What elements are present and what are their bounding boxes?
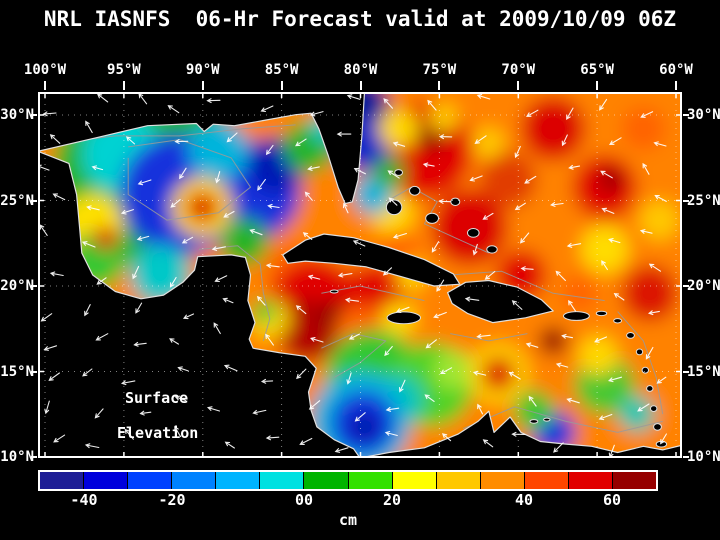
lat-label-right: 15°N (687, 363, 720, 380)
colorbar-tick-label: -20 (158, 491, 186, 509)
lat-label-right: 20°N (687, 278, 720, 294)
map-label-elevation: Elevation (117, 424, 199, 442)
colorbar-cell (84, 472, 129, 489)
lat-tick (31, 456, 37, 458)
colorbar-cell (436, 472, 481, 489)
map-plot: Surface Elevation (38, 92, 682, 458)
land-masses (38, 92, 682, 458)
colorbar-cell (216, 472, 261, 489)
colorbar-tick-label: 60 (602, 491, 622, 509)
plot-frame (38, 92, 682, 458)
colorbar-cell (260, 472, 305, 489)
colorbar-tick-label: 00 (294, 491, 314, 509)
lat-label-left: 25°N (0, 192, 34, 209)
lat-tick (31, 285, 37, 287)
colorbar-tick-label: 20 (382, 491, 401, 509)
lat-label-left: 30°N (0, 107, 34, 123)
colorbar-cell (172, 472, 217, 489)
lat-label-left: 20°N (0, 278, 34, 294)
lon-tick (359, 81, 362, 90)
lon-label: 95°W (107, 62, 141, 78)
colorbar-tick-label: 40 (514, 491, 534, 509)
map-label-surface: Surface (125, 389, 189, 407)
lon-tick (122, 81, 125, 90)
lon-tick (44, 81, 46, 90)
colorbar-cell (392, 472, 437, 489)
colorbar-unit: cm (338, 511, 358, 529)
lon-label: 60°W (659, 62, 693, 78)
colorbar-tick-label: -40 (70, 491, 98, 509)
lat-tick (683, 456, 689, 458)
colorbar-cell (128, 472, 173, 489)
figure-title: NRL IASNFS 06-Hr Forecast valid at 2009/… (43, 7, 677, 31)
colorbar-cell (613, 472, 657, 489)
lon-tick (517, 81, 520, 90)
lat-tick (683, 199, 689, 202)
lon-tick (280, 81, 283, 90)
lon-tick (201, 81, 204, 90)
colorbar-cell (348, 472, 393, 489)
colorbar-cell (304, 472, 349, 489)
lat-tick (683, 370, 689, 373)
colorbar-cell (524, 472, 569, 489)
lat-tick (31, 370, 37, 373)
lat-tick (31, 199, 37, 202)
lat-label-right: 10°N (687, 449, 720, 465)
colorbar-cell (40, 472, 85, 489)
lat-tick (683, 285, 689, 287)
lon-label: 90°W (185, 62, 220, 78)
colorbar-cell (568, 472, 614, 489)
lon-label: 65°W (580, 62, 614, 78)
lon-tick (596, 81, 599, 90)
lon-label: 100°W (23, 62, 67, 78)
colorbar-cell (480, 472, 525, 489)
lon-label: 70°W (501, 62, 536, 78)
lat-tick (31, 114, 37, 116)
lon-label: 85°W (264, 62, 299, 78)
surface-elevation-map (38, 92, 682, 458)
graticule (38, 92, 682, 458)
lat-label-left: 10°N (0, 449, 34, 465)
lat-label-left: 15°N (0, 363, 34, 380)
lat-label-right: 30°N (687, 107, 720, 123)
current-vectors (38, 92, 667, 458)
lon-label: 75°W (422, 62, 457, 78)
lon-label: 80°W (343, 62, 378, 78)
colorbar (38, 470, 658, 491)
lat-label-right: 25°N (687, 192, 720, 209)
lat-tick (683, 114, 689, 116)
lon-tick (438, 81, 441, 90)
lon-tick (675, 81, 677, 90)
